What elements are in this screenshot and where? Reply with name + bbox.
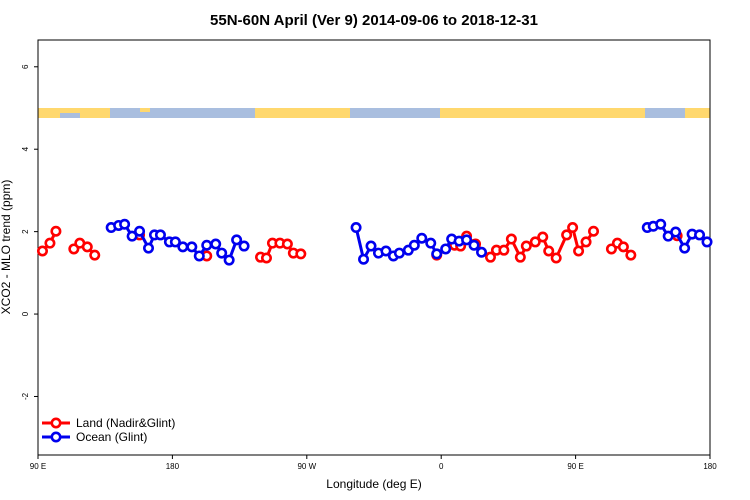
data-point	[617, 241, 629, 253]
x-tick-label: 180	[166, 462, 180, 471]
x-tick-label: 90 W	[297, 462, 316, 471]
data-point	[550, 252, 562, 264]
data-point	[520, 240, 532, 252]
chart-title: 55N-60N April (Ver 9) 2014-09-06 to 2018…	[210, 12, 538, 29]
y-tick-label: 0	[21, 311, 30, 316]
data-point	[260, 252, 272, 264]
data-point	[529, 236, 541, 248]
data-point	[231, 234, 243, 246]
x-tick-label: 180	[703, 462, 717, 471]
data-point	[505, 233, 517, 245]
data-point	[281, 238, 293, 250]
plot-frame	[37, 39, 711, 456]
data-point	[537, 231, 549, 243]
data-point	[201, 239, 213, 251]
data-point	[679, 242, 691, 254]
data-point	[573, 245, 585, 257]
legend-label: Ocean (Glint)	[76, 430, 147, 444]
data-point	[126, 230, 138, 242]
y-tick-label: 6	[21, 64, 30, 69]
data-point	[670, 226, 682, 238]
data-point	[468, 239, 480, 251]
x-tick-label: 90 E	[30, 462, 46, 471]
data-point	[89, 249, 101, 261]
data-point	[295, 248, 307, 260]
x-axis-label: Longitude (deg E)	[326, 477, 421, 491]
y-axis-label: XCO2 - MLO trend (ppm)	[0, 180, 13, 315]
map-strip	[38, 108, 710, 118]
data-point	[350, 222, 362, 234]
y-tick-label: -2	[21, 392, 30, 400]
data-point	[119, 218, 131, 230]
data-point	[408, 239, 420, 251]
data-point	[580, 236, 592, 248]
legend-marker	[50, 431, 62, 443]
x-tick-label: 90 E	[567, 462, 583, 471]
data-point	[210, 238, 222, 250]
legend-label: Land (Nadir&Glint)	[76, 416, 175, 430]
data-point	[380, 245, 392, 257]
data-point	[461, 234, 473, 246]
data-point	[625, 249, 637, 261]
data-point	[365, 240, 377, 252]
data-point	[134, 225, 146, 237]
legend-marker	[50, 417, 62, 429]
data-point	[186, 241, 198, 253]
x-tick-label: 0	[439, 462, 444, 471]
data-point	[543, 245, 555, 257]
data-point	[216, 247, 228, 259]
data-point	[223, 254, 235, 266]
data-point	[177, 241, 189, 253]
data-point	[476, 246, 488, 258]
data-point	[81, 241, 93, 253]
data-point	[484, 251, 496, 263]
data-point	[36, 245, 48, 257]
data-point	[416, 232, 428, 244]
data-point	[193, 250, 205, 262]
data-point	[514, 251, 526, 263]
data-point	[431, 248, 443, 260]
data-point	[425, 237, 437, 249]
data-point	[655, 218, 667, 230]
data-point	[50, 225, 62, 237]
data-point	[701, 236, 713, 248]
data-point	[588, 225, 600, 237]
data-point	[440, 243, 452, 255]
y-tick-label: 2	[21, 229, 30, 234]
y-tick-label: 4	[21, 146, 30, 151]
data-point	[694, 229, 706, 241]
data-point	[498, 244, 510, 256]
data-point	[561, 229, 573, 241]
data-point	[143, 242, 155, 254]
data-point	[567, 222, 579, 234]
data-point	[393, 247, 405, 259]
data-point	[44, 237, 56, 249]
data-point	[169, 236, 181, 248]
data-point	[358, 253, 370, 265]
data-point	[154, 229, 166, 241]
data-point	[238, 240, 250, 252]
